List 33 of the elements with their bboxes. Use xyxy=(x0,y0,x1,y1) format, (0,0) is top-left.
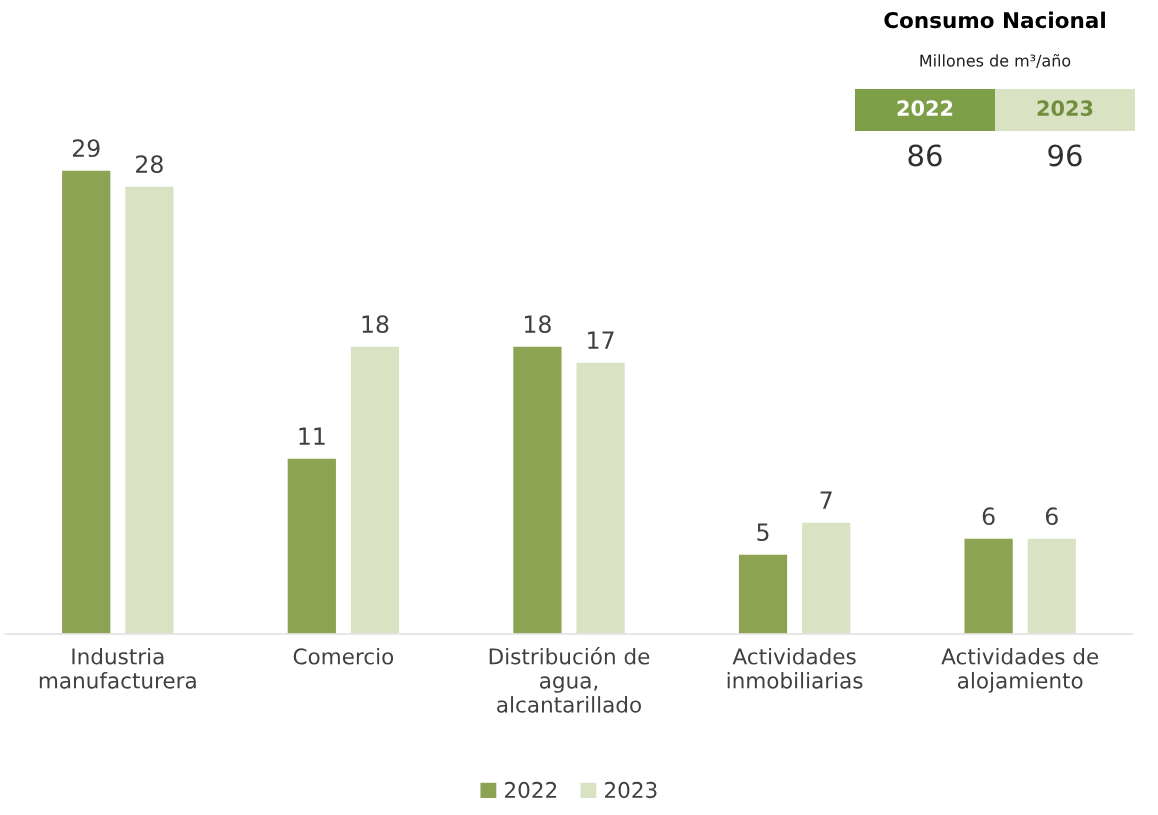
x-tick-label: Industria manufacturera xyxy=(39,647,196,689)
data-label: 18 xyxy=(362,315,389,334)
category-label: 2022 xyxy=(897,100,953,117)
bar xyxy=(286,457,338,634)
bar xyxy=(123,185,175,634)
category-label: 2023 xyxy=(1037,100,1093,117)
bar xyxy=(575,361,627,634)
bar xyxy=(800,521,852,634)
data-label: 6 xyxy=(1045,507,1058,526)
text: Millones de m³/año xyxy=(920,54,1071,68)
bar xyxy=(963,537,1015,634)
data-label: 18 xyxy=(524,315,551,334)
bar xyxy=(511,345,563,634)
data-label: 5 xyxy=(757,523,769,542)
data-label: 7 xyxy=(820,491,832,509)
x-tick-label: Distribución de agua, alcantarillado xyxy=(489,647,650,713)
x-tick-label: Actividades de alojamiento xyxy=(941,647,1099,693)
legend-label: 2023 xyxy=(605,781,657,799)
bar xyxy=(737,553,789,634)
data-label: 86 xyxy=(908,144,942,167)
x-tick-label: Actividades inmobiliarias xyxy=(727,647,863,689)
x-tick-label: Comercio xyxy=(293,647,394,665)
data-label: 17 xyxy=(588,331,614,349)
bar xyxy=(60,169,112,634)
data-label: 28 xyxy=(136,155,163,174)
bar xyxy=(1026,537,1078,634)
data-label: 29 xyxy=(72,139,100,158)
legend-label: 2022 xyxy=(505,781,557,799)
data-label: 11 xyxy=(299,427,325,445)
text: Consumo Nacional xyxy=(884,11,1105,29)
bar xyxy=(349,345,401,634)
data-label: 96 xyxy=(1048,144,1082,167)
data-label: 6 xyxy=(982,507,995,526)
